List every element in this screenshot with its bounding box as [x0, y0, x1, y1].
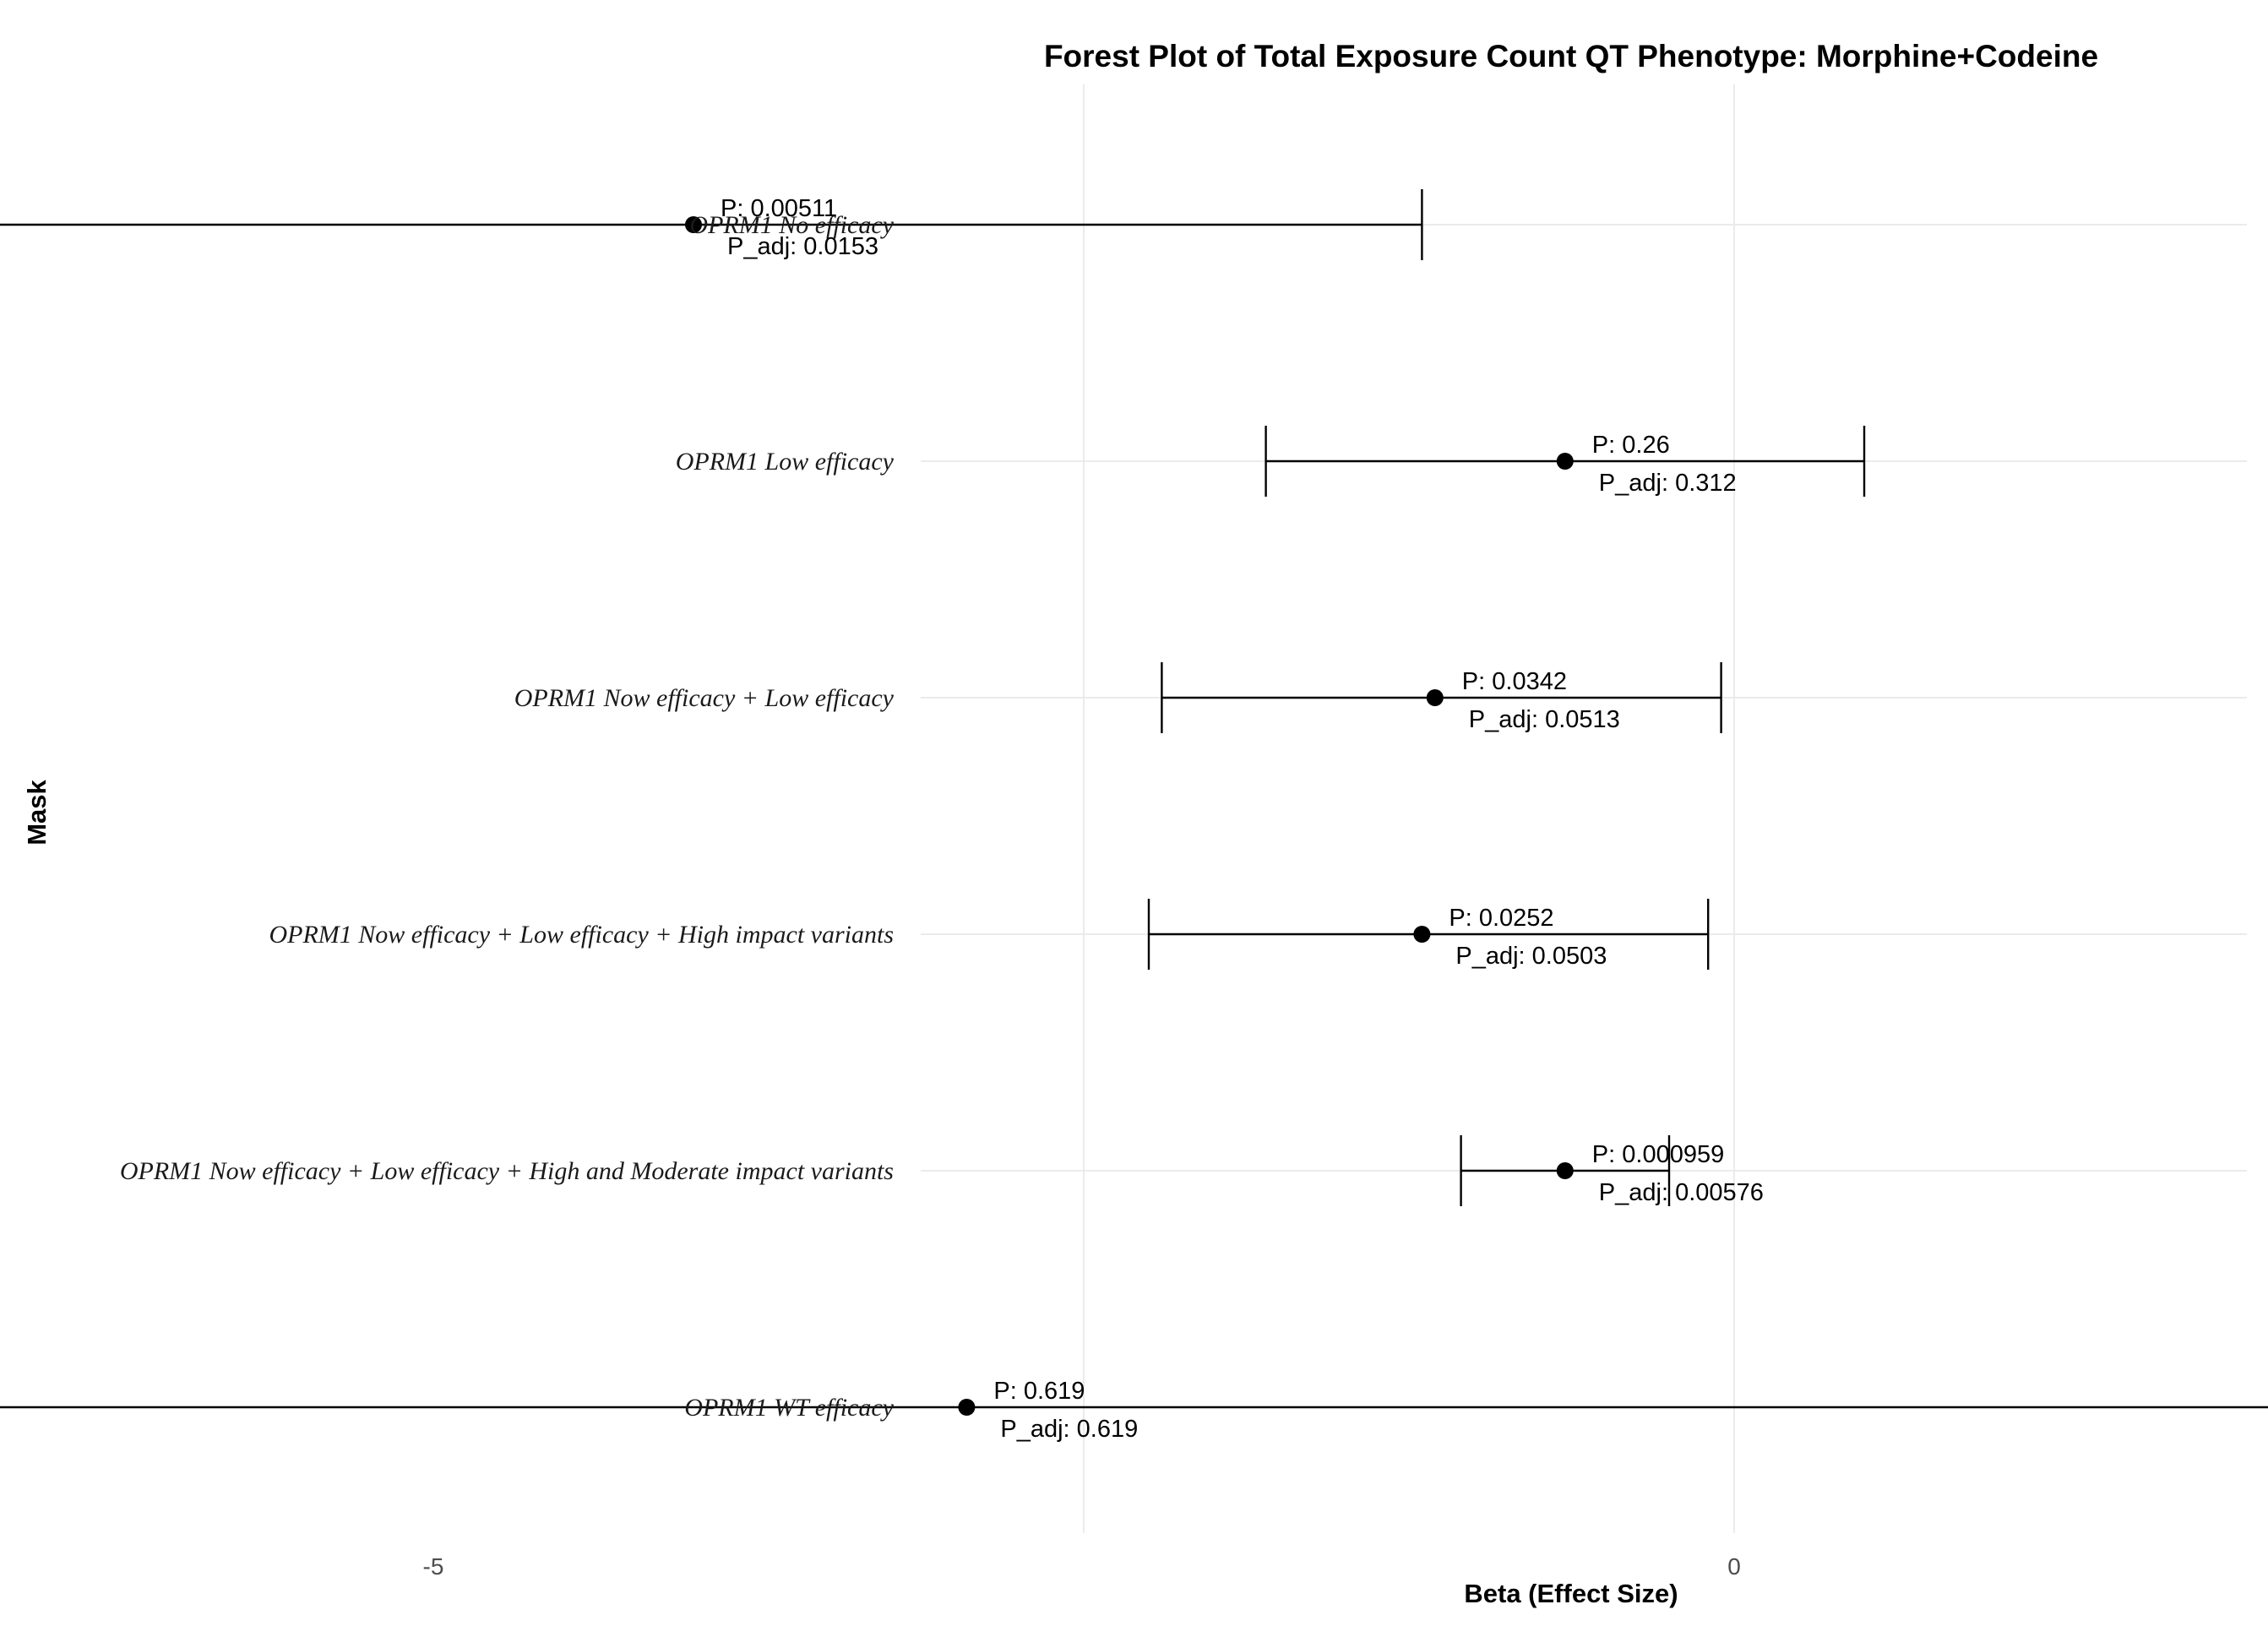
grid-layer: [921, 84, 2247, 1533]
p-value-label: P: 0.26: [1592, 432, 1670, 459]
p-adj-label: P_adj: 0.0153: [727, 233, 878, 260]
y-tick-label: OPRM1 Now efficacy + Low efficacy + High…: [269, 921, 894, 949]
forest-row: P: 0.619 P_adj: 0.619: [0, 1378, 2268, 1443]
forest-row: P: 0.0342 P_adj: 0.0513: [1161, 662, 1722, 733]
p-value-label: P: 0.00511: [721, 195, 837, 222]
beta-point: [1556, 453, 1574, 470]
y-tick-label: OPRM1 Now efficacy + Low efficacy: [514, 684, 895, 712]
forest-row: P: 0.00511 P_adj: 0.0153: [0, 189, 1423, 260]
x-axis-title: Beta (Effect Size): [1464, 1579, 1678, 1608]
p-adj-label: P_adj: 0.619: [1000, 1416, 1138, 1443]
x-tick-label: -5: [423, 1553, 444, 1580]
p-value-label: P: 0.0342: [1462, 668, 1567, 695]
y-tick-label: OPRM1 WT efficacy: [684, 1394, 894, 1422]
beta-point: [685, 216, 702, 233]
y-tick-label: OPRM1 Now efficacy + Low efficacy + High…: [120, 1157, 894, 1185]
p-adj-label: P_adj: 0.312: [1599, 470, 1737, 497]
chart-title: Forest Plot of Total Exposure Count QT P…: [1044, 39, 2098, 73]
forest-row: P: 0.000959 P_adj: 0.00576: [1460, 1135, 1764, 1206]
p-value-label: P: 0.0252: [1449, 905, 1553, 932]
beta-point: [1556, 1162, 1574, 1179]
y-tick-label: OPRM1 Low efficacy: [676, 448, 895, 476]
y-axis-labels: OPRM1 No efficacy OPRM1 Low efficacy OPRM1…: [120, 211, 895, 1422]
marks-layer: P: 0.00511 P_adj: 0.0153 P: 0.26 P_adj: 0.3…: [0, 189, 2268, 1443]
p-adj-label: P_adj: 0.00576: [1599, 1179, 1764, 1206]
p-adj-label: P_adj: 0.0503: [1455, 943, 1607, 970]
y-tick-label: OPRM1 No efficacy: [689, 211, 894, 239]
x-tick-label: 0: [1727, 1553, 1741, 1580]
beta-point: [1413, 926, 1431, 943]
beta-point: [958, 1399, 976, 1416]
y-axis-title: Mask: [22, 779, 52, 845]
p-adj-label: P_adj: 0.0513: [1469, 706, 1620, 733]
forest-row: P: 0.26 P_adj: 0.312: [1265, 426, 1866, 497]
p-value-label: P: 0.000959: [1592, 1141, 1724, 1168]
x-axis-ticks: -15-10-505: [423, 1553, 1741, 1580]
forest-row: P: 0.0252 P_adj: 0.0503: [1147, 899, 1710, 970]
p-value-label: P: 0.619: [993, 1378, 1085, 1405]
beta-point: [1426, 689, 1444, 706]
